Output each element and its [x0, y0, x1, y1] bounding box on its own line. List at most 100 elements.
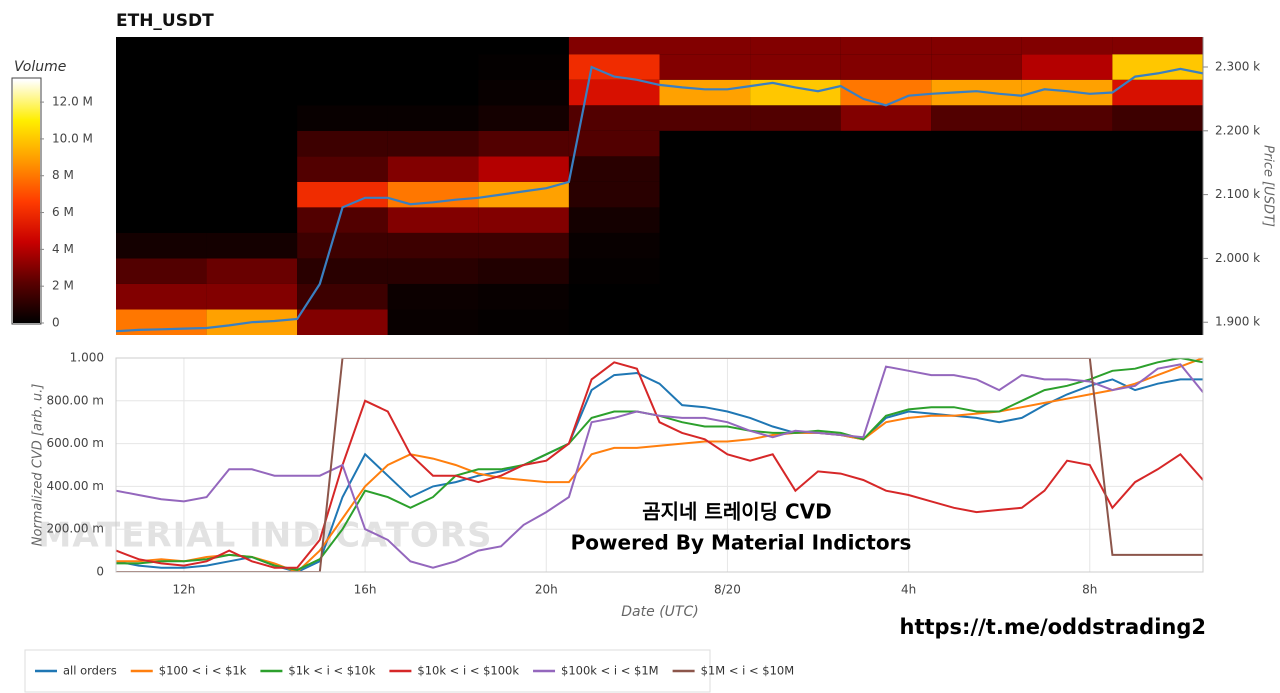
heatmap-cell [750, 105, 841, 131]
heatmap-cell [297, 258, 388, 284]
heatmap-cell [478, 54, 569, 80]
heatmap-cell [659, 207, 751, 233]
heatmap-cell [478, 37, 569, 55]
heatmap-cell [206, 79, 298, 106]
colorbar-tick-label: 8 M [52, 168, 74, 182]
heatmap-cell [1112, 309, 1203, 335]
annotation: Powered By Material Indictors [571, 531, 912, 555]
heatmap-cell [478, 105, 569, 131]
heatmap-cell [659, 105, 751, 131]
cvd-line [116, 358, 1203, 572]
heatmap-cell [568, 207, 660, 233]
heatmap-cell [478, 156, 569, 182]
heatmap-cell [297, 207, 388, 233]
heatmap-cell [297, 309, 388, 335]
heatmap-cell [387, 207, 479, 233]
legend-label: $100k < i < $1M [561, 664, 659, 678]
heatmap-cell [931, 309, 1022, 335]
heatmap-cell [840, 37, 932, 55]
heatmap-cell [1112, 207, 1203, 233]
legend-label: $1M < i < $10M [701, 664, 795, 678]
heatmap-cell [931, 283, 1022, 310]
legend-label: $1k < i < $10k [288, 664, 375, 678]
y-tick-label: 0 [96, 565, 104, 579]
colorbar-tick-label: 2 M [52, 279, 74, 293]
colorbar-tick-label: 6 M [52, 205, 74, 219]
y-tick-label: 800.00 m [47, 393, 105, 407]
heatmap-cell [750, 37, 841, 55]
heatmap-cell [750, 156, 841, 182]
colorbar-title: Volume [14, 59, 66, 75]
heatmap-cell [387, 156, 479, 182]
y-tick-label: 1.900 k [1215, 315, 1260, 329]
x-axis-title: Date (UTC) [621, 604, 698, 620]
heatmap-cell [478, 79, 569, 106]
heatmap-cell [387, 258, 479, 284]
heatmap-cell [840, 232, 932, 259]
heatmap-cell [659, 54, 751, 80]
heatmap-cell [1021, 283, 1113, 310]
heatmap-cell [387, 79, 479, 106]
heatmap-cell [931, 37, 1022, 55]
heatmap-cell [1021, 156, 1113, 182]
heatmap-cell [478, 207, 569, 233]
heatmap-cell [297, 232, 388, 259]
heatmap-cell [387, 283, 479, 310]
colorbar-tick-label: 0 [52, 316, 60, 330]
heatmap-cell [840, 181, 932, 208]
heatmap-cell [206, 37, 298, 55]
heatmap-cell [206, 181, 298, 208]
heatmap-cell [387, 309, 479, 335]
heatmap-cell [387, 37, 479, 55]
heatmap-cell [116, 37, 207, 55]
heatmap-cell [568, 156, 660, 182]
heatmap-cell [568, 258, 660, 284]
heatmap-cell [931, 54, 1022, 80]
heatmap-cell [478, 309, 569, 335]
heatmap-cell [206, 258, 298, 284]
x-tick-label: 8/20 [714, 583, 741, 597]
legend-label: $10k < i < $100k [417, 664, 519, 678]
heatmap-plot [116, 37, 1203, 335]
y-tick-label: 2.000 k [1215, 251, 1260, 265]
heatmap-cell [387, 181, 479, 208]
cvd-line [116, 371, 1203, 572]
heatmap-cell [1112, 258, 1203, 284]
heatmap-cell [206, 283, 298, 310]
heatmap-cell [1112, 37, 1203, 55]
legend-label: all orders [63, 664, 117, 678]
heatmap-cell [387, 232, 479, 259]
heatmap-cell [1021, 207, 1113, 233]
colorbar-tick-label: 12.0 M [52, 95, 93, 109]
heatmap-cell [840, 309, 932, 335]
heatmap-cell [840, 156, 932, 182]
heatmap-cell [116, 54, 207, 80]
legend-label: $100 < i < $1k [159, 664, 247, 678]
heatmap-cell [840, 79, 932, 106]
heatmap-cell [1112, 54, 1203, 80]
heatmap-cell [297, 181, 388, 208]
heatmap-cell [1112, 130, 1203, 157]
heatmap-cell [931, 232, 1022, 259]
heatmap-cell [297, 130, 388, 157]
heatmap-cell [659, 283, 751, 310]
heatmap-cell [478, 232, 569, 259]
heatmap-cell [568, 79, 660, 106]
heatmap-cell [1112, 105, 1203, 131]
colorbar [13, 80, 40, 323]
cvd-frame [115, 357, 1204, 573]
heatmap-cell [297, 54, 388, 80]
heatmap-cell [931, 156, 1022, 182]
heatmap-cell [1021, 232, 1113, 259]
y-tick-label: 2.200 k [1215, 123, 1260, 137]
x-tick-label: 4h [901, 583, 916, 597]
heatmap-cell [659, 37, 751, 55]
heatmap-cell [659, 130, 751, 157]
heatmap-cell [297, 156, 388, 182]
heatmap-cell [297, 37, 388, 55]
heatmap-cell [116, 232, 207, 259]
heatmap-cell [116, 181, 207, 208]
heatmap-cell [840, 130, 932, 157]
heatmap-cell [206, 207, 298, 233]
